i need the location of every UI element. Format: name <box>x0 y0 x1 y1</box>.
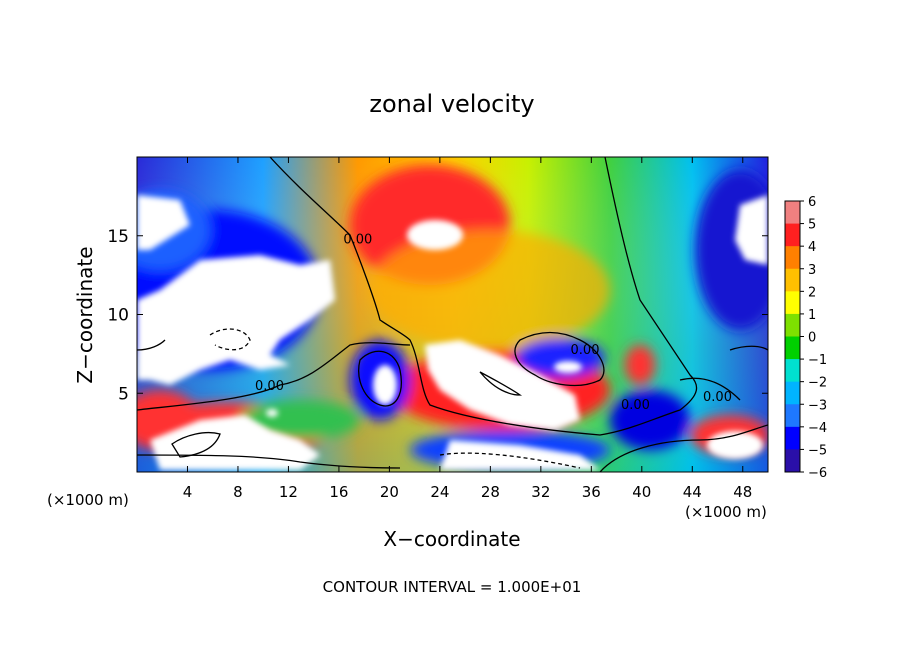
x-tick-label: 20 <box>380 483 399 501</box>
x-tick-label: 16 <box>329 483 348 501</box>
x-tick-label: 40 <box>632 483 651 501</box>
contour-label: 0.00 <box>703 390 732 405</box>
colorbar-swatch <box>785 223 800 247</box>
colorbar: 6 5 4 3 2 1 0 −1 −2 −3 −4 −5 −6 <box>784 195 827 481</box>
colorbar-swatch <box>785 449 800 473</box>
chart-title: zonal velocity <box>369 90 534 118</box>
contour-label: 0.00 <box>255 379 284 394</box>
x-tick-label: 28 <box>481 483 500 501</box>
contour-label: 0.00 <box>343 233 372 248</box>
y-axis-label: Z−coordinate <box>73 246 97 383</box>
colorbar-tick-label: 1 <box>808 308 816 323</box>
x-axis-unit-left: (×1000 m) <box>47 491 129 509</box>
x-tick-label: 8 <box>233 483 243 501</box>
x-tick-label: 12 <box>279 483 298 501</box>
colorbar-tick-label: 5 <box>808 218 816 233</box>
colorbar-swatch <box>785 268 800 292</box>
contour-labels: 0.00 0.00 0.00 0.00 0.00 <box>255 233 732 413</box>
colorbar-swatch <box>785 404 800 428</box>
x-axis-unit-right: (×1000 m) <box>685 503 767 521</box>
colorbar-tick-label: −4 <box>808 421 827 436</box>
colorbar-swatch <box>785 359 800 383</box>
x-axis-label: X−coordinate <box>383 527 520 551</box>
colorbar-tick-label: −5 <box>808 443 827 458</box>
colorbar-tick-label: −3 <box>808 398 827 413</box>
x-tick-label: 4 <box>183 483 193 501</box>
colorbar-swatch <box>785 201 800 225</box>
contour-label: 0.00 <box>621 398 650 413</box>
y-tick-label: 10 <box>107 306 129 326</box>
x-tick-label: 24 <box>430 483 449 501</box>
x-tick-label: 36 <box>582 483 601 501</box>
colorbar-tick-label: 4 <box>808 240 816 255</box>
colorbar-tick-label: 2 <box>808 285 816 300</box>
colorbar-swatch <box>785 291 800 315</box>
colorbar-swatch <box>785 381 800 405</box>
y-tick-label: 15 <box>107 227 129 247</box>
colorbar-swatch <box>785 336 800 360</box>
colorbar-tick-label: 6 <box>808 195 816 210</box>
x-tick-label: 44 <box>683 483 702 501</box>
colorbar-swatch <box>785 313 800 337</box>
colorbar-tick-label: 0 <box>808 331 816 346</box>
colorbar-swatch <box>785 246 800 270</box>
colorbar-tick-label: −6 <box>808 466 827 481</box>
contour-lines <box>137 157 768 472</box>
colorbar-swatch <box>785 426 800 450</box>
contour-label: 0.00 <box>571 343 600 358</box>
x-tick-label: 32 <box>531 483 550 501</box>
y-axis-ticks: 5 10 15 <box>107 227 768 404</box>
colorbar-tick-label: −2 <box>808 376 827 391</box>
colorbar-tick-label: 3 <box>808 263 816 278</box>
x-tick-label: 48 <box>733 483 752 501</box>
y-tick-label: 5 <box>118 384 129 404</box>
heatmap-field <box>137 157 768 472</box>
contour-interval-note: CONTOUR INTERVAL = 1.000E+01 <box>323 578 582 596</box>
colorbar-tick-label: −1 <box>808 353 827 368</box>
x-axis-ticks: 4 8 12 16 20 24 28 32 36 40 44 48 <box>183 157 752 501</box>
